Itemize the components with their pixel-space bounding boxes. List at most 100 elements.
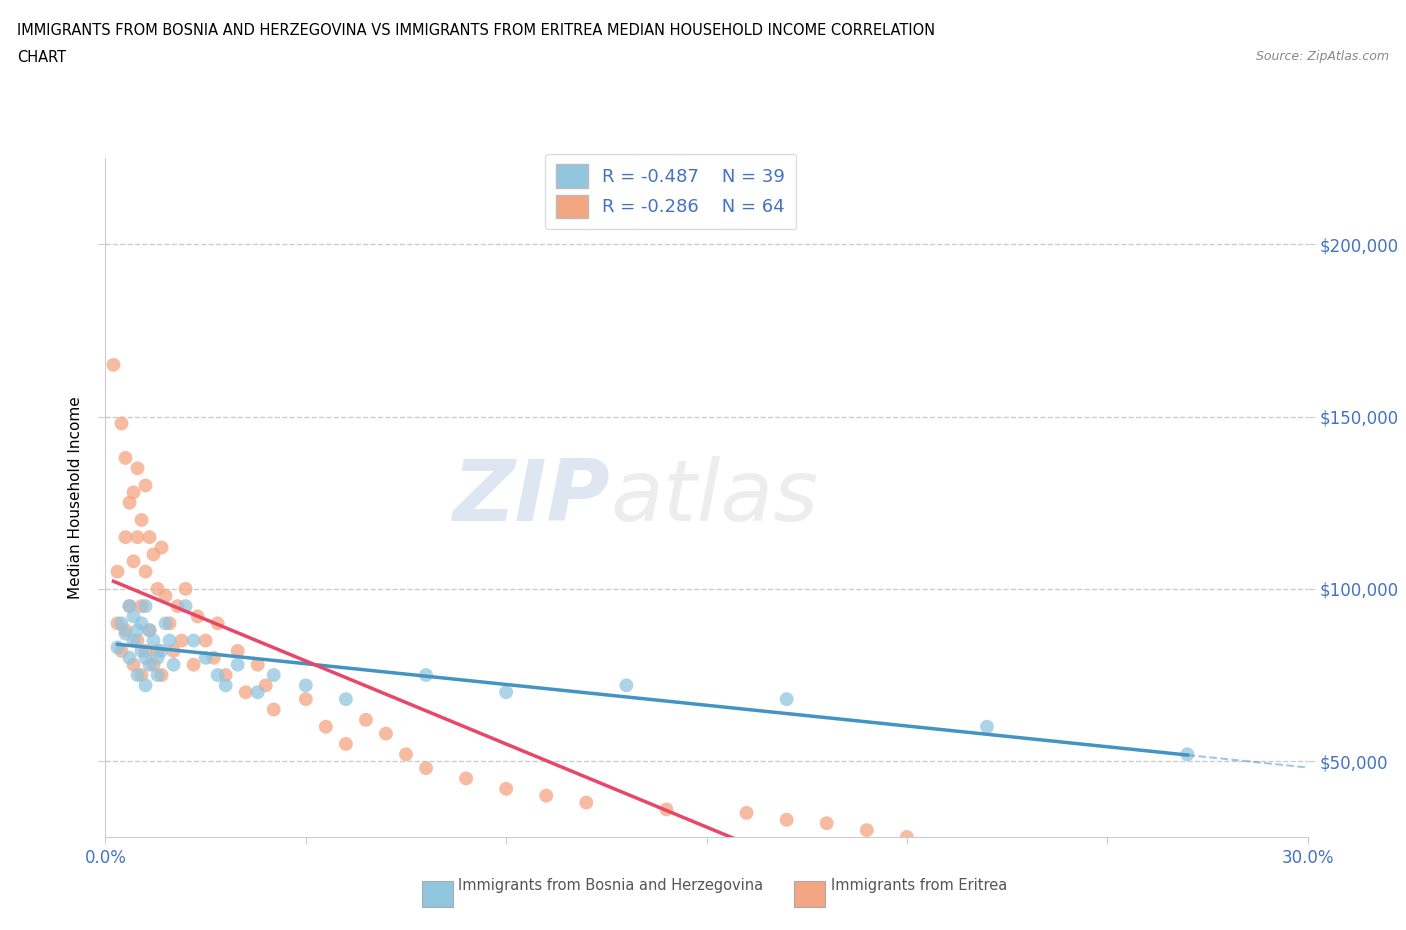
Point (114, 530, 136, 545)
Point (335, 737, 357, 751)
Text: IMMIGRANTS FROM BOSNIA AND HERZEGOVINA VS IMMIGRANTS FROM ERITREA MEDIAN HOUSEHO: IMMIGRANTS FROM BOSNIA AND HERZEGOVINA V… (17, 23, 935, 38)
Point (150, 540, 173, 555)
Point (138, 623, 160, 638)
Point (159, 616, 181, 631)
Point (616, 678, 638, 693)
Point (142, 547, 165, 562)
Point (127, 530, 149, 545)
Point (142, 658, 165, 672)
Legend: R = -0.487    N = 39, R = -0.286    N = 64: R = -0.487 N = 39, R = -0.286 N = 64 (544, 153, 796, 229)
Point (135, 650, 157, 665)
Text: ZIP: ZIP (453, 456, 610, 539)
Point (395, 747, 418, 762)
Point (896, 830, 918, 844)
Point (162, 658, 184, 672)
Point (415, 761, 437, 776)
Point (254, 678, 277, 693)
Point (118, 599, 141, 614)
Point (202, 650, 225, 665)
Y-axis label: Median Household Income: Median Household Income (67, 396, 83, 599)
Point (976, 719, 998, 734)
Point (855, 823, 877, 838)
Point (374, 726, 398, 741)
Point (155, 589, 177, 604)
Point (110, 616, 132, 631)
Point (246, 684, 269, 699)
Point (138, 658, 160, 672)
Point (142, 633, 165, 648)
Point (776, 692, 799, 707)
Point (138, 623, 160, 638)
Text: Immigrants from Bosnia and Herzegovina: Immigrants from Bosnia and Herzegovina (458, 878, 763, 893)
Point (114, 623, 136, 638)
Text: CHART: CHART (17, 50, 66, 65)
Point (166, 599, 188, 614)
Point (146, 668, 169, 683)
Point (122, 633, 145, 648)
Point (295, 692, 318, 707)
Point (159, 633, 181, 648)
Point (1177, 747, 1199, 762)
Point (575, 795, 598, 810)
Point (655, 802, 678, 817)
Point (235, 684, 257, 699)
Point (815, 816, 838, 830)
Point (170, 633, 193, 648)
Point (131, 599, 153, 614)
Point (146, 644, 169, 658)
Point (454, 771, 477, 786)
Point (226, 644, 249, 658)
Point (174, 599, 197, 614)
Point (107, 616, 129, 631)
Point (335, 692, 357, 707)
Point (103, 357, 125, 372)
Point (122, 554, 145, 569)
Point (207, 616, 229, 631)
Point (118, 650, 141, 665)
Point (194, 633, 217, 648)
Point (354, 712, 377, 727)
Point (207, 668, 229, 683)
Point (118, 599, 141, 614)
Point (127, 461, 149, 476)
Point (146, 581, 169, 596)
Point (122, 658, 145, 672)
Point (776, 812, 799, 827)
Text: Source: ZipAtlas.com: Source: ZipAtlas.com (1256, 50, 1389, 63)
Point (174, 581, 197, 596)
Point (146, 650, 169, 665)
Point (495, 684, 517, 699)
Point (127, 633, 149, 648)
Point (315, 719, 337, 734)
Point (131, 616, 153, 631)
Point (735, 805, 758, 820)
Point (107, 565, 129, 579)
Point (150, 644, 173, 658)
Point (214, 678, 236, 693)
Point (135, 678, 157, 693)
Point (118, 496, 141, 511)
Text: Immigrants from Eritrea: Immigrants from Eritrea (831, 878, 1007, 893)
Point (127, 623, 149, 638)
Point (187, 609, 209, 624)
Point (155, 616, 177, 631)
Point (135, 565, 157, 579)
Point (295, 678, 318, 693)
Point (194, 650, 217, 665)
Point (114, 626, 136, 641)
Point (131, 512, 153, 527)
Point (114, 450, 136, 465)
Point (495, 781, 517, 796)
Point (138, 530, 160, 545)
Point (183, 658, 205, 672)
Point (135, 644, 157, 658)
Point (131, 644, 153, 658)
Point (263, 668, 285, 683)
Point (226, 658, 249, 672)
Point (534, 789, 557, 804)
Point (246, 658, 269, 672)
Point (150, 668, 173, 683)
Point (214, 668, 236, 683)
Point (263, 702, 285, 717)
Point (183, 633, 205, 648)
